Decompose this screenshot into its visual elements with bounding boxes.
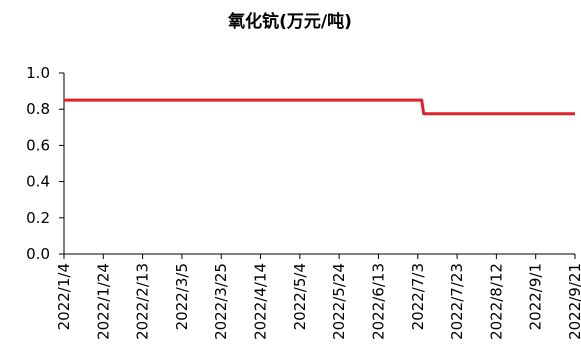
x-tick-label: 2022/9/1: [527, 263, 545, 330]
y-tick-label: 0.6: [26, 136, 50, 154]
chart-title: 氧化钪(万元/吨): [227, 11, 352, 32]
x-tick-label: 2022/3/25: [212, 263, 230, 340]
y-tick-label: 0.8: [26, 100, 50, 118]
y-tick-label: 0.4: [26, 173, 50, 191]
x-tick-label: 2022/7/3: [409, 263, 427, 330]
y-tick-label: 1.0: [26, 64, 50, 82]
x-tick-label: 2022/5/24: [330, 263, 348, 340]
x-tick-label: 2022/1/4: [55, 263, 73, 330]
x-tick-label: 2022/4/14: [252, 263, 270, 340]
x-tick-label: 2022/2/13: [134, 263, 152, 340]
x-tick-label: 2022/5/4: [291, 263, 309, 330]
x-tick-label: 2022/1/24: [94, 263, 112, 340]
x-axis-ticks: 2022/1/4 2022/1/24 2022/2/13 2022/3/5 2022/3…: [55, 254, 581, 340]
x-tick-label: 2022/3/5: [173, 263, 191, 330]
series-line-1: [64, 98, 575, 116]
x-tick-label: 2022/7/23: [448, 263, 466, 340]
y-tick-label: 0.2: [26, 209, 50, 227]
x-tick-label: 2022/8/12: [487, 263, 505, 340]
x-tick-label: 2022/9/21: [566, 263, 581, 340]
x-tick-label: 2022/6/13: [369, 263, 387, 340]
axes: [63, 73, 575, 255]
series-layer: [64, 98, 575, 116]
y-tick-label: 0.0: [26, 245, 50, 263]
y-axis-ticks: 0.0 0.2 0.4 0.6 0.8 1.0: [26, 64, 64, 263]
